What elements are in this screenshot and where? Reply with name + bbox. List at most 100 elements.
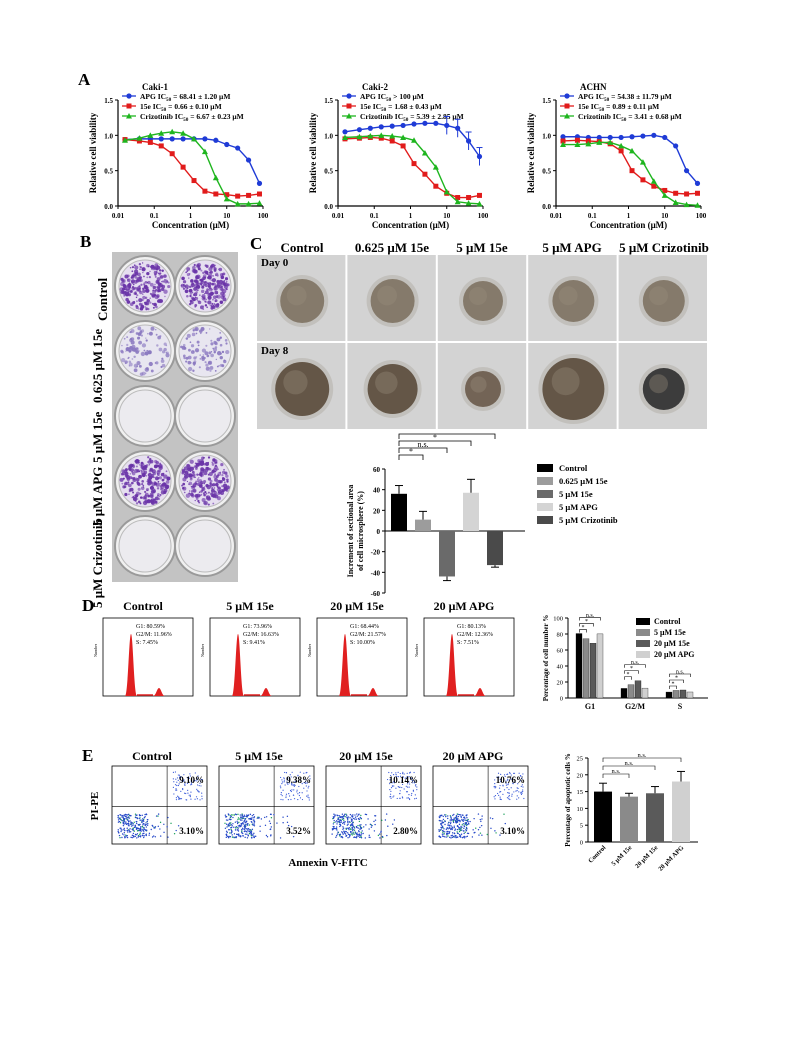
event-dot <box>196 790 199 792</box>
y-tick-label: 0 <box>560 696 563 703</box>
bar-2 <box>415 519 431 531</box>
event-dot <box>145 813 148 816</box>
event-dot <box>228 829 230 831</box>
colony <box>155 333 158 336</box>
event-dot <box>459 819 461 822</box>
colony <box>159 462 162 465</box>
event-dot <box>130 823 132 825</box>
colony <box>206 496 211 501</box>
colony <box>139 268 141 270</box>
event-dot <box>186 777 188 779</box>
event-dot <box>187 789 189 791</box>
cycle-stat: S: 7.45% <box>136 640 158 646</box>
well-inner <box>118 519 172 573</box>
event-dot <box>293 785 295 787</box>
colony <box>136 300 138 302</box>
legend-swatch <box>537 516 553 524</box>
event-dot <box>494 779 496 781</box>
legend-marker <box>564 93 570 99</box>
colony <box>207 300 212 305</box>
event-dot <box>438 829 440 831</box>
event-dot <box>367 818 369 820</box>
event-dot <box>405 791 408 793</box>
colony <box>159 275 164 279</box>
data-point <box>465 200 472 206</box>
event-dot <box>397 776 399 778</box>
g2m-peak <box>367 688 379 696</box>
colony <box>208 292 213 297</box>
bar <box>679 689 687 699</box>
event-dot <box>150 828 152 831</box>
event-dot <box>498 787 501 789</box>
event-dot <box>179 776 181 778</box>
event-dot <box>364 837 367 839</box>
data-point <box>618 134 624 141</box>
event-dot <box>282 799 284 801</box>
colony <box>206 495 209 498</box>
lower-right-pct: 2.80% <box>393 826 418 836</box>
event-dot <box>358 820 361 823</box>
colony <box>138 263 142 266</box>
event-dot <box>458 830 461 833</box>
colony <box>195 263 200 268</box>
x-tick-label: 0.1 <box>588 212 597 220</box>
event-dot <box>357 814 360 816</box>
event-dot <box>247 835 249 837</box>
sig-label: * <box>675 676 678 682</box>
event-dot <box>144 815 146 818</box>
event-dot <box>457 832 459 835</box>
bar <box>672 690 680 699</box>
event-dot <box>290 776 292 778</box>
event-dot <box>291 784 293 786</box>
colony <box>131 344 136 349</box>
colony <box>145 337 147 339</box>
sig-bracket <box>624 670 639 674</box>
data-point <box>245 200 252 207</box>
event-dot <box>343 819 345 821</box>
colony <box>225 474 229 478</box>
event-dot <box>441 820 443 822</box>
event-dot <box>225 823 228 825</box>
event-dot <box>227 813 230 815</box>
x-tick-label: 0.1 <box>370 212 379 220</box>
event-dot <box>522 789 524 791</box>
event-dot <box>342 817 345 819</box>
event-dot <box>455 817 458 820</box>
y-tick-label: 5 <box>580 823 583 830</box>
colony <box>185 337 189 340</box>
data-point <box>466 195 472 201</box>
event-dot <box>128 817 131 819</box>
colony <box>127 283 132 287</box>
y-tick-label: 40 <box>373 487 381 495</box>
event-dot <box>143 827 145 829</box>
event-dot <box>270 834 272 836</box>
event-dot <box>518 797 520 799</box>
colony <box>219 279 223 284</box>
event-dot <box>253 825 256 827</box>
event-dot <box>286 781 288 783</box>
colony <box>205 331 208 334</box>
event-dot <box>443 814 446 816</box>
event-dot <box>147 818 149 821</box>
event-dot <box>387 825 389 827</box>
event-dot <box>409 783 411 785</box>
event-dot <box>464 822 466 824</box>
event-dot <box>287 777 289 780</box>
colony <box>182 280 187 284</box>
event-dot <box>395 787 397 789</box>
data-point <box>378 132 385 138</box>
event-dot <box>123 819 126 821</box>
colony <box>213 303 216 305</box>
event-dot <box>517 783 519 785</box>
event-dot <box>239 819 242 821</box>
event-dot <box>450 825 452 827</box>
event-dot <box>340 819 342 822</box>
colony <box>143 349 146 352</box>
day0-label: Day 0 <box>261 257 289 269</box>
event-dot <box>516 795 518 797</box>
x-tick-label: 1 <box>627 212 631 220</box>
event-dot <box>154 826 157 828</box>
event-dot <box>349 813 352 816</box>
event-dot <box>408 776 410 778</box>
